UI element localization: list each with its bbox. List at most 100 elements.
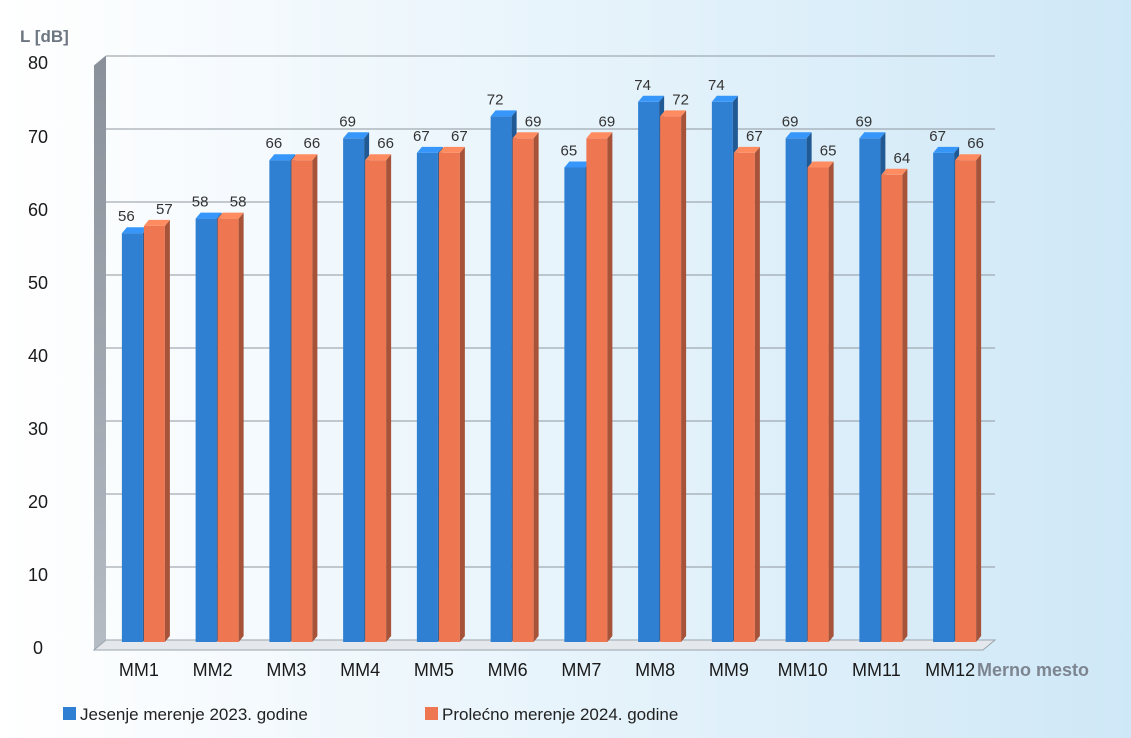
data-label: 57	[156, 201, 173, 218]
legend: Jesenje merenje 2023. godine Prolećno me…	[63, 705, 678, 724]
bar-series-1	[711, 101, 733, 643]
bar-top-series-2	[733, 146, 760, 153]
bar-top-series-1	[933, 146, 960, 153]
x-tick-label: MM8	[635, 660, 675, 680]
bar-series-2	[438, 152, 460, 642]
x-tick-label: MM5	[414, 660, 454, 680]
data-label: 72	[672, 91, 689, 108]
data-labels: 56 57 58 58 66 66 69 66 67 67 72 69 65 69 74 72 74 67 69 65…	[118, 77, 984, 225]
data-label: 74	[708, 77, 725, 94]
bar-top-series-2	[586, 132, 613, 139]
data-label: 66	[266, 135, 283, 152]
y-tick-label: 50	[28, 273, 48, 293]
bar-series-2	[733, 152, 755, 642]
data-label: 66	[967, 135, 984, 152]
data-label: 69	[525, 113, 542, 130]
bar-side-series-2	[828, 161, 834, 642]
data-label: 65	[820, 143, 837, 160]
data-label: 64	[894, 150, 911, 167]
y-axis-wall	[94, 56, 106, 650]
bar-series-1	[933, 152, 955, 642]
y-tick-label: 20	[28, 492, 48, 512]
bar-top-series-1	[121, 227, 148, 234]
data-label: 72	[487, 91, 504, 108]
x-tick-label: MM3	[266, 660, 306, 680]
bar-top-series-2	[291, 154, 318, 161]
data-label: 74	[634, 77, 651, 94]
legend-label-series-2: Prolećno merenje 2024. godine	[442, 705, 678, 724]
data-label: 66	[304, 135, 321, 152]
bar-series-2	[660, 116, 682, 642]
bar-top-series-1	[269, 154, 296, 161]
bar-top-series-1	[711, 95, 738, 102]
bar-series-2	[586, 138, 608, 643]
bar-top-series-2	[217, 212, 244, 219]
chart-floor	[92, 639, 997, 651]
bar-side-series-2	[164, 219, 170, 642]
bar-series-2	[291, 160, 313, 642]
data-label: 67	[929, 128, 946, 145]
y-tick-label: 80	[28, 53, 48, 73]
y-tick-label: 60	[28, 200, 48, 220]
x-tick-label: MM12	[925, 660, 975, 680]
bar-side-series-2	[902, 168, 908, 643]
bar-series-1	[269, 160, 291, 642]
bar-top-series-1	[638, 95, 665, 102]
legend-swatch-series-1	[63, 707, 76, 720]
legend-label-series-1: Jesenje merenje 2023. godine	[80, 705, 308, 724]
bar-top-series-1	[195, 212, 222, 219]
legend-swatch-series-2	[425, 707, 438, 720]
bar-top-series-2	[955, 154, 982, 161]
data-label: 67	[413, 128, 430, 145]
bar-top-series-2	[881, 168, 908, 175]
bar-top-series-2	[365, 154, 392, 161]
bar-top-series-1	[564, 161, 591, 168]
bar-series-2	[217, 218, 239, 642]
bar-series-1	[121, 233, 143, 642]
bar-series-1	[490, 116, 512, 642]
y-axis-title: L [dB]	[20, 27, 69, 46]
bar-top-series-1	[859, 132, 886, 139]
data-label: 69	[339, 113, 356, 130]
bar-side-series-2	[976, 154, 982, 642]
bar-side-series-2	[607, 132, 613, 643]
bar-series-1	[195, 218, 217, 642]
bar-series-2	[143, 225, 165, 642]
bar-top-series-2	[143, 219, 170, 226]
y-tick-label: 10	[28, 565, 48, 585]
data-label: 66	[377, 135, 394, 152]
bar-side-series-2	[459, 146, 465, 642]
data-label: 69	[599, 113, 616, 130]
bar-series-2	[807, 167, 829, 642]
x-tick-label: MM11	[852, 660, 901, 680]
x-axis-title: Merno mesto	[977, 660, 1089, 680]
bar-top-series-1	[416, 146, 443, 153]
x-tick-label: MM7	[561, 660, 601, 680]
data-label: 58	[192, 194, 209, 211]
bar-top-series-1	[343, 132, 370, 139]
y-tick-label: 40	[28, 346, 48, 366]
bar-series-2	[512, 138, 534, 643]
tick-labels: 0 10 20 30 40 50 60 70 80 MM1 MM2 MM3 MM4 MM5 MM6 MM7 MM…	[28, 53, 975, 680]
y-tick-label: 0	[33, 638, 43, 658]
data-label: 67	[746, 128, 763, 145]
x-tick-label: MM6	[488, 660, 528, 680]
y-tick-label: 30	[28, 419, 48, 439]
bar-side-series-2	[681, 110, 687, 642]
bar-side-series-2	[312, 154, 318, 642]
bar-top-series-1	[490, 110, 517, 117]
bar-series-1	[343, 138, 365, 643]
bars	[121, 95, 982, 643]
bar-top-series-2	[660, 110, 687, 117]
data-label: 67	[451, 128, 468, 145]
data-label: 56	[118, 208, 135, 225]
y-tick-label: 70	[28, 127, 48, 147]
bar-top-series-2	[438, 146, 465, 153]
data-label: 69	[856, 113, 873, 130]
bar-series-2	[365, 160, 387, 642]
data-label: 69	[782, 113, 799, 130]
axes	[92, 56, 997, 651]
bar-series-1	[564, 167, 586, 642]
